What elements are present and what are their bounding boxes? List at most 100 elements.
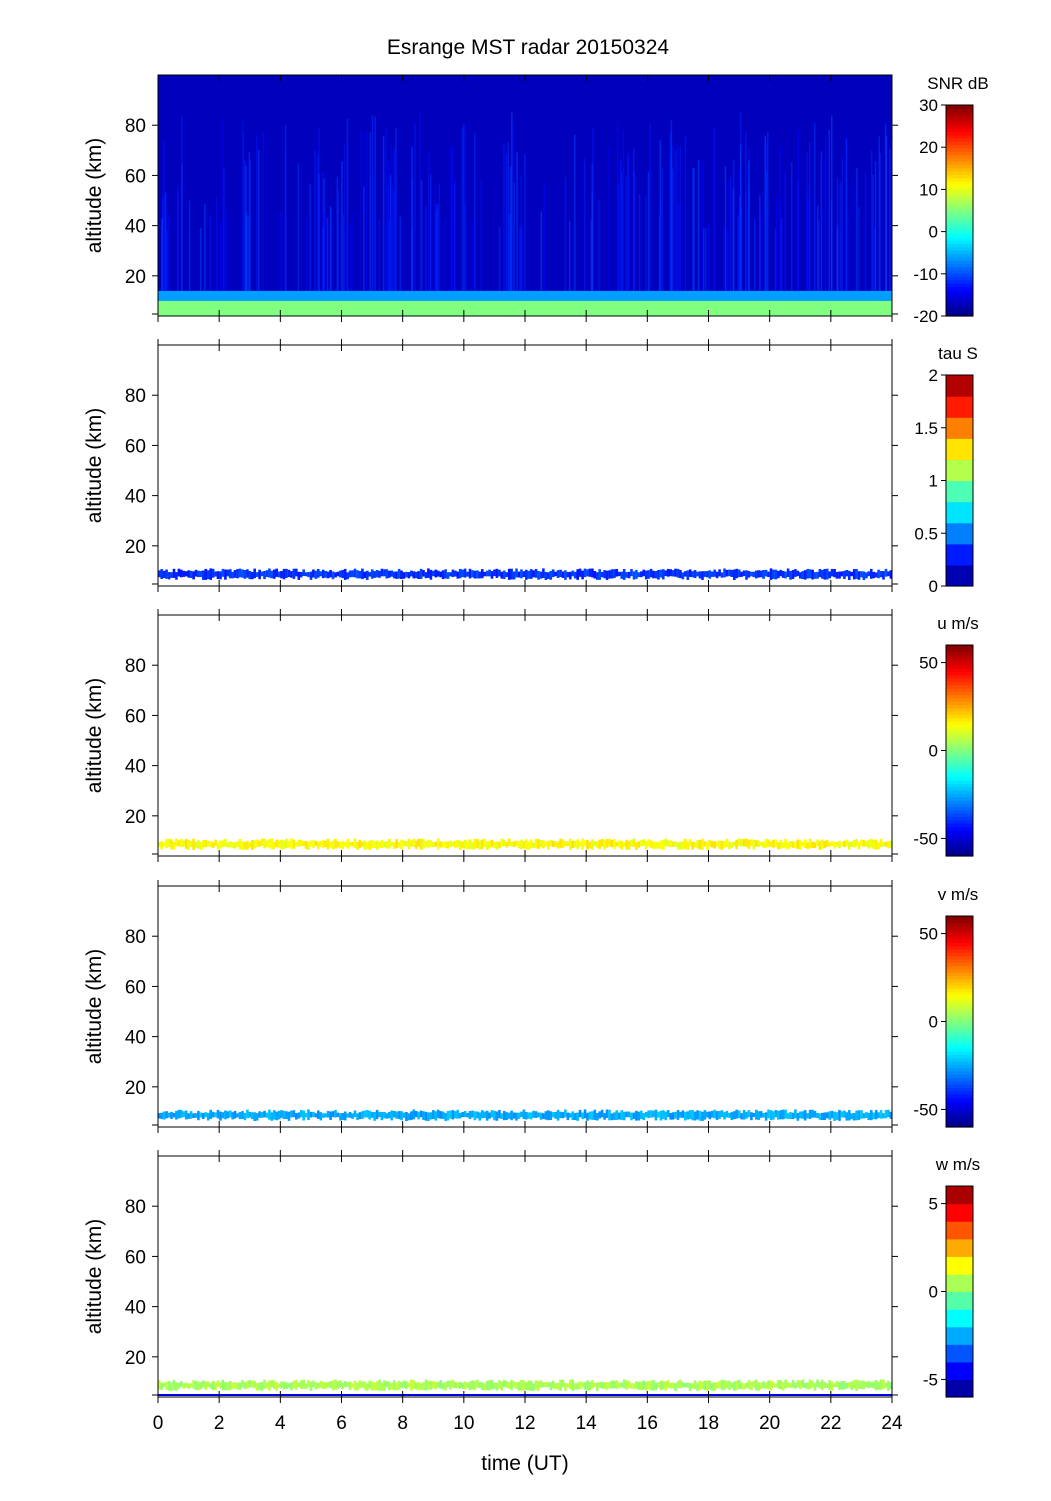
tau-layer-cell: [830, 568, 834, 577]
w-layer-cell: [532, 1383, 535, 1391]
v-layer-cell: [686, 1111, 690, 1120]
colorbar-swatch: [946, 1123, 973, 1128]
v-layer-cell: [654, 1109, 658, 1121]
colorbar-swatch: [946, 714, 973, 719]
w-layer-cell: [515, 1382, 518, 1389]
w-layer-cell: [385, 1381, 389, 1388]
tau-layer-cell: [657, 570, 660, 580]
v-layer-cell: [578, 1109, 582, 1118]
snr-streak-cell: [807, 198, 810, 291]
colorbar-swatch: [946, 276, 973, 281]
u-layer-cell: [507, 838, 511, 847]
w-layer-cell: [860, 1380, 863, 1389]
colorbar-swatch: [946, 157, 973, 162]
colorbar-swatch: [946, 766, 973, 771]
tau-layer-cell: [703, 571, 707, 577]
tau-layer-cell: [666, 568, 670, 577]
tau-layer-cell: [583, 568, 587, 578]
u-layer-cell: [882, 841, 885, 847]
snr-streak-cell: [438, 183, 441, 291]
tau-layer-cell: [358, 571, 362, 579]
tau-layer-cell: [373, 571, 376, 578]
w-layer-cell: [808, 1379, 812, 1390]
tau-layer-cell: [221, 568, 225, 577]
tau-layer-cell: [515, 568, 518, 578]
v-layer-cell: [850, 1113, 853, 1120]
u-layer-cell: [591, 839, 594, 850]
tau-layer-cell: [241, 569, 244, 578]
v-layer-cell: [162, 1111, 166, 1120]
v-layer-cell: [591, 1111, 594, 1120]
u-layer-cell: [706, 841, 709, 850]
w-layer-cell: [192, 1380, 195, 1389]
w-layer-cell: [843, 1381, 846, 1390]
u-layer-cell: [525, 839, 528, 850]
colorbar-swatch: [946, 299, 973, 304]
w-layer-cell: [463, 1381, 467, 1390]
v-layer-cell: [865, 1112, 868, 1118]
v-layer-cell: [786, 1113, 790, 1119]
colorbar-swatch: [946, 776, 973, 781]
w-layer-cell: [781, 1381, 785, 1391]
w-layer-cell: [640, 1381, 643, 1391]
u-layer-cell: [730, 842, 734, 848]
tau-layer-cell: [772, 569, 775, 579]
colorbar-swatch: [946, 501, 973, 524]
tau-layer-cell: [505, 572, 508, 577]
u-layer-cell: [605, 838, 609, 848]
tau-layer-cell: [246, 569, 249, 578]
v-layer-cell: [551, 1112, 555, 1118]
colorbar-swatch: [946, 793, 973, 798]
tau-layer-cell: [644, 570, 648, 580]
colorbar-swatch: [946, 223, 973, 228]
colorbar-swatch: [946, 813, 973, 818]
tau-layer-cell: [887, 571, 890, 577]
colorbar-swatch: [946, 296, 973, 301]
u-layer-cell: [527, 841, 530, 850]
w-layer-cell: [395, 1382, 398, 1391]
snr-streak-cell: [346, 118, 349, 291]
u-layer-cell: [603, 839, 606, 850]
w-layer-cell: [551, 1380, 555, 1389]
colorbar-swatch: [946, 1064, 973, 1069]
colorbar-swatch: [946, 1014, 973, 1019]
colorbar-swatch: [946, 230, 973, 235]
w-layer-cell: [512, 1381, 516, 1388]
u-layer-cell: [375, 840, 379, 850]
snr-streak-cell: [836, 224, 839, 291]
u-layer-cell: [304, 841, 308, 849]
v-layer-cell: [451, 1110, 455, 1120]
w-layer-cell: [833, 1383, 836, 1387]
u-layer-cell: [865, 840, 868, 847]
v-layer-cell: [806, 1113, 809, 1119]
colorbar-tick-label: 50: [919, 654, 938, 673]
colorbar-swatch: [946, 694, 973, 699]
snr-streak-cell: [480, 181, 482, 291]
tau-layer-cell: [402, 572, 406, 579]
colorbar-swatch: [946, 1117, 973, 1122]
tau-layer-cell: [361, 568, 364, 580]
tau-layer-cell: [835, 571, 839, 579]
colorbar-swatch: [946, 161, 973, 165]
u-layer-cell: [226, 842, 230, 848]
snr-streak-cell: [807, 186, 809, 291]
u-layer-cell: [786, 842, 790, 850]
tau-layer-cell: [627, 571, 631, 579]
w-layer-cell: [581, 1382, 584, 1388]
u-layer-cell: [627, 841, 631, 850]
w-layer-cell: [419, 1383, 423, 1390]
tau-layer-cell: [603, 570, 606, 579]
tau-layer-cell: [206, 570, 210, 580]
tau-layer-cell: [251, 571, 254, 580]
v-layer-cell: [507, 1112, 511, 1119]
w-layer-cell: [745, 1382, 748, 1389]
snr-streak-cell: [161, 218, 163, 291]
tau-layer-cell: [848, 570, 851, 580]
snr-streak-cell: [774, 228, 777, 291]
w-layer-cell: [424, 1379, 428, 1391]
v-layer-cell: [764, 1112, 768, 1121]
w-layer-cell: [248, 1380, 252, 1388]
colorbar-swatch: [946, 809, 973, 814]
